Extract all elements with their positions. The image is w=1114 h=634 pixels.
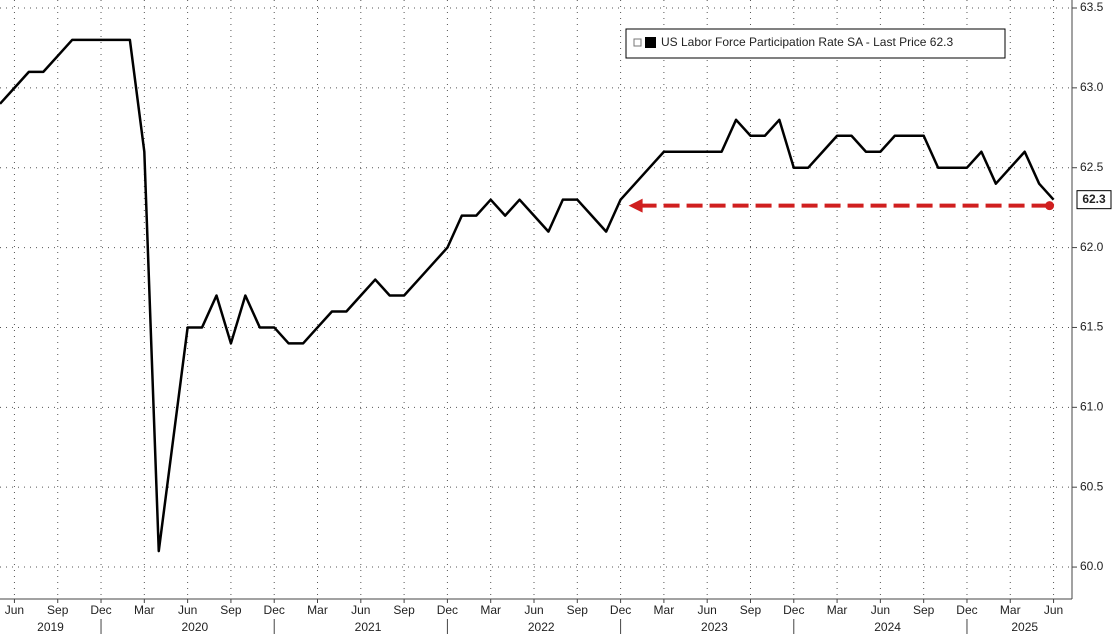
x-tick-label: Sep (567, 603, 589, 617)
y-tick-label: 62.0 (1080, 240, 1104, 254)
last-price-box (1076, 190, 1112, 210)
x-tick-label: Sep (740, 603, 762, 617)
last-price-label: 62.3 (1082, 192, 1106, 206)
x-tick-label: Dec (956, 603, 977, 617)
x-year-label: 2019 (37, 620, 64, 634)
x-year-label: 2024 (874, 620, 901, 634)
x-tick-label: Mar (827, 603, 848, 617)
x-tick-label: Jun (351, 603, 370, 617)
x-tick-label: Dec (783, 603, 804, 617)
x-tick-label: Dec (437, 603, 458, 617)
x-tick-label: Mar (134, 603, 155, 617)
x-tick-label: Jun (524, 603, 543, 617)
x-tick-label: Dec (90, 603, 111, 617)
x-tick-label: Dec (264, 603, 285, 617)
x-tick-label: Jun (178, 603, 197, 617)
x-tick-label: Mar (654, 603, 675, 617)
x-tick-label: Jun (5, 603, 24, 617)
x-year-label: 2023 (701, 620, 728, 634)
x-tick-label: Sep (913, 603, 935, 617)
legend-toggle (633, 38, 642, 47)
legend-swatch (645, 37, 656, 48)
last-point (1045, 201, 1055, 211)
x-tick-label: Mar (1000, 603, 1021, 617)
x-tick-label: Jun (698, 603, 717, 617)
series-line (0, 38, 1055, 553)
y-tick-label: 60.0 (1080, 559, 1104, 573)
x-year-label: 2020 (181, 620, 208, 634)
arrow-head (628, 198, 643, 213)
x-tick-label: Jun (871, 603, 890, 617)
y-tick-label: 60.5 (1080, 479, 1104, 493)
y-tick-label: 63.5 (1080, 0, 1104, 14)
x-year-label: 2025 (1011, 620, 1038, 634)
x-year-label: 2022 (528, 620, 555, 634)
legend: US Labor Force Participation Rate SA - L… (625, 28, 1006, 59)
x-year-label: 2021 (355, 620, 382, 634)
x-tick-label: Dec (610, 603, 631, 617)
x-tick-label: Sep (220, 603, 242, 617)
y-tick-label: 63.0 (1080, 80, 1104, 94)
x-tick-label: Sep (47, 603, 69, 617)
y-tick-label: 61.0 (1080, 399, 1104, 413)
x-tick-label: Mar (480, 603, 501, 617)
legend-box (625, 28, 1006, 59)
y-tick-label: 62.5 (1080, 160, 1104, 174)
y-tick-label: 61.5 (1080, 320, 1104, 334)
x-tick-label: Sep (393, 603, 415, 617)
x-tick-label: Jun (1044, 603, 1063, 617)
legend-label: US Labor Force Participation Rate SA - L… (661, 35, 953, 49)
x-tick-label: Mar (307, 603, 328, 617)
